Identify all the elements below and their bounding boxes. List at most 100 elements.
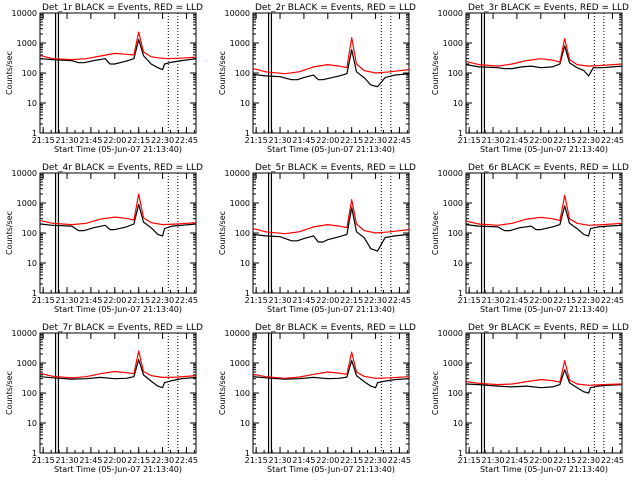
x-tick-label: 22:00	[316, 456, 339, 465]
y-tick-label: 10	[240, 99, 250, 108]
x-tick-label: 22:45	[388, 296, 411, 305]
x-tick-label: 21:30	[482, 296, 505, 305]
x-tick-label: 22:30	[151, 136, 174, 145]
x-tick-label: 21:15	[458, 296, 481, 305]
x-tick-label: 21:30	[56, 456, 79, 465]
chart-title: Det_9r BLACK = Events, RED = LLD	[468, 323, 629, 333]
x-tick-label: 21:30	[269, 296, 292, 305]
x-tick-label: 22:15	[553, 296, 576, 305]
chart-title: Det_1r BLACK = Events, RED = LLD	[42, 3, 203, 13]
chart-panel-2: Det_2r BLACK = Events, RED = LLD 1 10 100 10…	[218, 3, 416, 154]
x-tick-label: 22:30	[577, 136, 600, 145]
lld-series-line	[40, 193, 197, 226]
x-tick-label: 22:45	[601, 136, 624, 145]
plot-frame	[465, 172, 623, 294]
chart-title: Det_4r BLACK = Events, RED = LLD	[42, 163, 203, 173]
events-series-line	[466, 45, 623, 77]
y-tick-label: 1	[32, 289, 37, 298]
y-tick-label: 10000	[438, 9, 463, 18]
lld-series-line	[466, 37, 623, 67]
lld-series-line	[253, 199, 410, 235]
plot-frame	[252, 332, 410, 454]
y-tick-label: 1	[32, 449, 37, 458]
x-axis-label: Start Time (05-Jun-07 21:13:40)	[480, 145, 608, 154]
y-tick-label: 100	[22, 389, 37, 398]
y-tick-label: 10000	[438, 169, 463, 178]
y-tick-label: 100	[235, 229, 250, 238]
x-tick-label: 22:30	[577, 296, 600, 305]
y-tick-label: 1000	[17, 39, 37, 48]
y-tick-label: 1000	[443, 39, 463, 48]
x-tick-label: 22:15	[340, 456, 363, 465]
x-tick-label: 22:15	[340, 136, 363, 145]
x-tick-label: 22:45	[175, 296, 198, 305]
x-tick-label: 21:30	[482, 136, 505, 145]
events-series-line	[253, 360, 410, 389]
chart-title: Det_3r BLACK = Events, RED = LLD	[468, 3, 629, 13]
y-tick-label: 10000	[12, 169, 37, 178]
x-tick-label: 22:45	[175, 136, 198, 145]
x-tick-label: 22:00	[316, 296, 339, 305]
plot-frame	[39, 332, 197, 454]
y-axis-label: Counts/sec	[218, 211, 227, 255]
x-axis-label: Start Time (05-Jun-07 21:13:40)	[54, 465, 182, 474]
y-tick-label: 10000	[225, 329, 250, 338]
y-tick-label: 1	[245, 289, 250, 298]
y-tick-label: 100	[448, 229, 463, 238]
x-axis-label: Start Time (05-Jun-07 21:13:40)	[267, 305, 395, 314]
x-tick-label: 22:15	[127, 136, 150, 145]
y-tick-label: 10000	[225, 169, 250, 178]
lld-series-line	[466, 360, 623, 386]
x-tick-label: 21:15	[458, 136, 481, 145]
x-tick-label: 21:30	[482, 456, 505, 465]
chart-title: Det_8r BLACK = Events, RED = LLD	[255, 323, 416, 333]
x-tick-label: 21:45	[505, 456, 528, 465]
chart-panel-4: Det_4r BLACK = Events, RED = LLD 1 10 100 10…	[5, 163, 203, 314]
lld-series-line	[253, 37, 410, 75]
lld-series-line	[466, 194, 623, 226]
x-axis-label: Start Time (05-Jun-07 21:13:40)	[267, 145, 395, 154]
y-axis-label: Counts/sec	[218, 51, 227, 95]
x-tick-label: 22:30	[364, 296, 387, 305]
x-axis-label: Start Time (05-Jun-07 21:13:40)	[267, 465, 395, 474]
chart-panel-7: Det_7r BLACK = Events, RED = LLD 1 10 100 10…	[5, 323, 203, 474]
y-tick-label: 1000	[230, 199, 250, 208]
y-tick-label: 10	[240, 419, 250, 428]
y-tick-label: 10	[27, 259, 37, 268]
lld-series-line	[40, 31, 197, 61]
x-tick-label: 22:30	[151, 296, 174, 305]
y-tick-label: 1	[245, 449, 250, 458]
y-tick-label: 10000	[438, 329, 463, 338]
x-tick-label: 21:30	[269, 456, 292, 465]
y-tick-label: 1000	[230, 359, 250, 368]
y-tick-label: 1	[245, 129, 250, 138]
chart-title: Det_7r BLACK = Events, RED = LLD	[42, 323, 203, 333]
events-series-line	[253, 207, 410, 252]
plot-frame	[39, 172, 197, 294]
x-tick-label: 21:45	[79, 136, 102, 145]
x-tick-label: 22:00	[316, 136, 339, 145]
events-series-line	[253, 49, 410, 88]
events-series-line	[40, 203, 197, 237]
x-tick-label: 22:45	[388, 136, 411, 145]
y-tick-label: 10	[240, 259, 250, 268]
chart-panel-3: Det_3r BLACK = Events, RED = LLD 1 10 100 10…	[431, 3, 629, 154]
events-series-line	[466, 205, 623, 237]
x-tick-label: 21:30	[269, 136, 292, 145]
chart-title: Det_5r BLACK = Events, RED = LLD	[255, 163, 416, 173]
y-tick-label: 10000	[225, 9, 250, 18]
chart-panel-1: Det_1r BLACK = Events, RED = LLD 1 10 100 10…	[5, 3, 203, 154]
y-tick-label: 10	[453, 259, 463, 268]
x-tick-label: 21:30	[56, 136, 79, 145]
x-tick-label: 22:00	[529, 296, 552, 305]
x-tick-label: 22:00	[529, 136, 552, 145]
y-axis-label: Counts/sec	[431, 51, 440, 95]
lld-series-line	[253, 351, 410, 379]
y-tick-label: 1	[458, 289, 463, 298]
x-axis-label: Start Time (05-Jun-07 21:13:40)	[480, 465, 608, 474]
x-axis-label: Start Time (05-Jun-07 21:13:40)	[54, 145, 182, 154]
y-tick-label: 10000	[12, 9, 37, 18]
x-tick-label: 21:15	[32, 136, 55, 145]
y-tick-label: 1000	[230, 39, 250, 48]
